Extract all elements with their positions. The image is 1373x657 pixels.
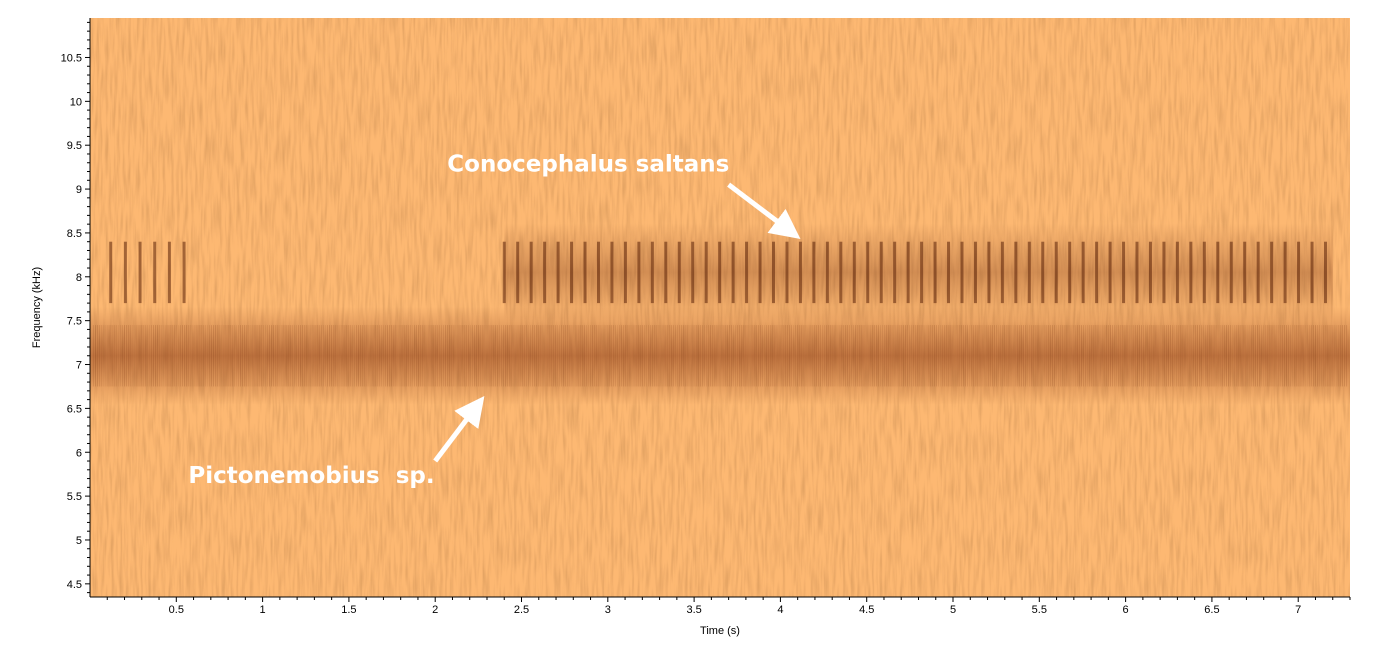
- y-axis-title: Frequency (kHz): [31, 267, 43, 348]
- pulse-train: [109, 241, 1327, 304]
- x-tick-label: 4.5: [859, 604, 874, 616]
- y-tick-label: 5.5: [67, 491, 82, 503]
- y-tick-label: 8.5: [67, 228, 82, 240]
- x-axis-title: Time (s): [700, 625, 740, 637]
- x-tick-label: 5.5: [1032, 604, 1047, 616]
- x-tick-label: 3: [605, 604, 611, 616]
- x-tick-label: 1: [260, 604, 266, 616]
- x-tick-label: 6: [1123, 604, 1129, 616]
- arrow-pictonemobius: [433, 396, 485, 463]
- x-tick-label: 2: [432, 604, 438, 616]
- x-tick-label: 1.5: [341, 604, 356, 616]
- axes: 0.5 1 1.5 2 2.5 3 3.5 4 4.5 5 5.5 6 6.5 7 4.5 5 5.5 6 6.5…: [31, 18, 1351, 637]
- x-tick-label: 2.5: [514, 604, 529, 616]
- arrow-conocephalus: [727, 182, 801, 239]
- y-tick-label: 7: [76, 360, 82, 372]
- x-tick-label: 5: [950, 604, 956, 616]
- x-ticks: 0.5 1 1.5 2 2.5 3 3.5 4 4.5 5 5.5 6 6.5 7: [106, 597, 1351, 616]
- y-tick-label: 7.5: [67, 316, 82, 328]
- annotation-pictonemobius: Pictonemobius sp.: [188, 463, 434, 489]
- y-tick-label: 10.5: [61, 52, 82, 64]
- y-tick-label: 4.5: [67, 579, 82, 591]
- y-tick-label: 5: [76, 535, 82, 547]
- annotation-conocephalus: Conocephalus saltans: [447, 152, 729, 178]
- energy-bands: [90, 223, 1350, 405]
- y-ticks: 4.5 5 5.5 6 6.5 7 7.5 8 8.5 9 9.5 10 10.5: [61, 21, 90, 594]
- low-band: [90, 306, 1350, 405]
- y-tick-label: 6.5: [67, 403, 82, 415]
- x-tick-label: 7: [1295, 604, 1301, 616]
- annotations: Conocephalus saltans Pictonemobius sp.: [188, 152, 801, 489]
- x-tick-label: 0.5: [169, 604, 184, 616]
- x-tick-label: 6.5: [1204, 604, 1219, 616]
- y-tick-label: 8: [76, 272, 82, 284]
- y-tick-label: 9: [76, 184, 82, 196]
- y-tick-label: 9.5: [67, 140, 82, 152]
- plot-area: [90, 18, 1350, 597]
- x-tick-label: 3.5: [686, 604, 701, 616]
- pulse-band: [504, 223, 1333, 322]
- y-tick-label: 10: [70, 96, 82, 108]
- y-tick-label: 6: [76, 447, 82, 459]
- x-tick-label: 4: [777, 604, 783, 616]
